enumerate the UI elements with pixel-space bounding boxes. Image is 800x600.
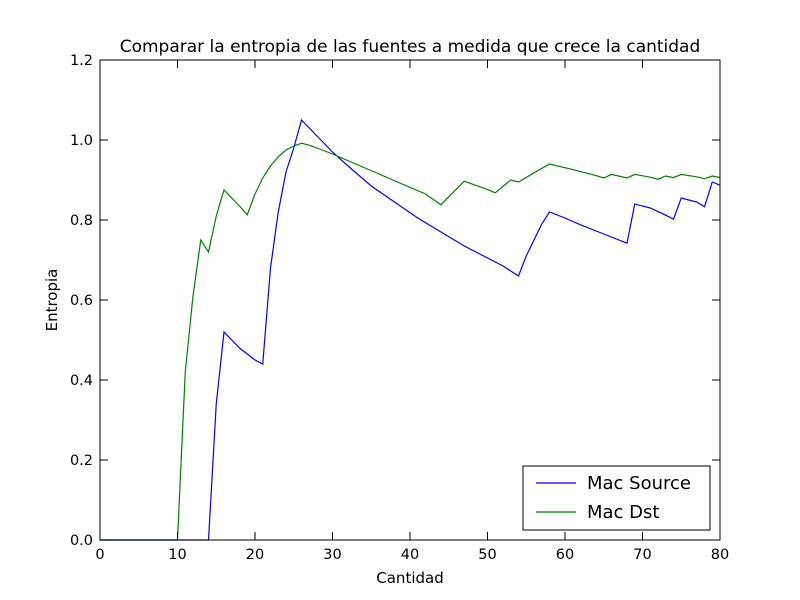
- legend-label: Mac Dst: [587, 502, 659, 523]
- y-tick-label: 0.4: [70, 373, 93, 389]
- plot-area: [100, 118, 721, 541]
- x-tick-label: 20: [246, 547, 264, 563]
- y-tick-label: 1.2: [70, 53, 93, 69]
- x-tick-label: 10: [168, 547, 186, 563]
- x-tick-label: 60: [556, 547, 574, 563]
- y-tick-label: 1.0: [70, 133, 93, 149]
- legend-box: [522, 465, 711, 531]
- axis-ticks: 0 10 20 30 40 50 60 70 80 0.0 0.2 0.4 0.6 0.8 1.0 1.2: [70, 53, 729, 563]
- y-tick-label: 0.0: [70, 533, 93, 549]
- x-tick-label: 0: [95, 547, 104, 563]
- x-axis-label: Cantidad: [376, 569, 443, 587]
- x-tick-label: 30: [323, 547, 341, 563]
- x-tick-label: 80: [711, 547, 729, 563]
- legend: Mac Source Mac Dst: [522, 465, 711, 531]
- x-tick-label: 70: [633, 547, 651, 563]
- x-tick-label: 40: [401, 547, 419, 563]
- y-tick-label: 0.8: [70, 213, 93, 229]
- y-tick-label: 0.2: [70, 453, 93, 469]
- series-line-2: [100, 142, 721, 541]
- chart-title: Comparar la entropia de las fuentes a me…: [120, 37, 701, 57]
- series-line-1: [100, 118, 721, 541]
- y-tick-label: 0.6: [70, 293, 93, 309]
- x-tick-label: 50: [478, 547, 496, 563]
- y-axis-label: Entropia: [43, 269, 61, 332]
- legend-label: Mac Source: [587, 473, 691, 494]
